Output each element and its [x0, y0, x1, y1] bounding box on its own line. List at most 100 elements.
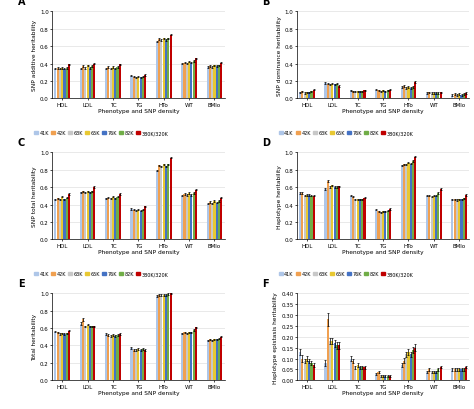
Bar [361, 92, 363, 99]
Bar [327, 319, 329, 380]
Bar [336, 188, 338, 240]
Bar [54, 70, 56, 99]
Bar [460, 96, 463, 99]
Y-axis label: SNP total heritability: SNP total heritability [32, 166, 37, 227]
Bar [181, 333, 183, 380]
Bar [188, 333, 190, 380]
Bar [375, 374, 377, 380]
Bar [458, 95, 460, 99]
Bar [313, 365, 315, 380]
Bar [456, 369, 458, 380]
Text: F: F [263, 279, 269, 288]
Bar [389, 209, 391, 240]
Bar [405, 89, 407, 99]
Bar [306, 359, 308, 380]
Bar [64, 200, 65, 240]
Bar [377, 372, 380, 380]
Bar [192, 330, 195, 380]
Bar [109, 336, 112, 380]
Bar [456, 96, 458, 99]
Bar [216, 339, 218, 380]
Bar [355, 367, 356, 380]
Bar [465, 196, 467, 240]
Bar [338, 187, 340, 240]
Bar [86, 325, 89, 380]
Bar [93, 64, 95, 99]
Bar [91, 67, 93, 99]
Bar [66, 198, 68, 240]
Bar [324, 363, 327, 380]
Bar [209, 202, 211, 240]
Bar [142, 210, 144, 240]
Bar [463, 199, 465, 240]
Bar [135, 350, 137, 380]
Bar [170, 36, 172, 99]
Bar [460, 369, 463, 380]
Bar [142, 77, 144, 99]
Legend: 41K, 42K, 63K, 65K, 76K, 82K, 380K/320K: 41K, 42K, 63K, 65K, 76K, 82K, 380K/320K [34, 272, 169, 276]
Bar [56, 69, 59, 99]
Bar [410, 164, 412, 240]
Bar [114, 70, 116, 99]
Bar [301, 194, 303, 240]
Bar [59, 70, 61, 99]
X-axis label: Phenotype and SNP density: Phenotype and SNP density [98, 390, 179, 395]
Bar [137, 349, 139, 380]
Bar [218, 202, 220, 240]
Bar [220, 198, 222, 240]
Bar [324, 189, 327, 240]
Bar [414, 157, 416, 240]
Bar [454, 95, 456, 99]
Bar [463, 369, 465, 380]
Bar [463, 95, 465, 99]
Bar [414, 348, 416, 380]
Bar [334, 188, 336, 240]
Legend: 41K, 42K, 63K, 65K, 76K, 82K, 380K/320K: 41K, 42K, 63K, 65K, 76K, 82K, 380K/320K [279, 131, 413, 136]
Bar [451, 369, 454, 380]
Bar [410, 354, 412, 380]
Bar [377, 91, 380, 99]
Bar [130, 348, 133, 380]
Bar [165, 167, 167, 240]
Bar [192, 194, 195, 240]
Bar [303, 196, 306, 240]
Bar [306, 196, 308, 240]
Bar [117, 335, 118, 380]
Bar [188, 63, 190, 99]
Bar [183, 195, 186, 240]
Bar [89, 69, 91, 99]
Bar [440, 93, 442, 99]
Bar [430, 372, 433, 380]
Bar [186, 196, 188, 240]
Bar [329, 188, 331, 240]
Bar [430, 94, 433, 99]
Bar [355, 200, 356, 240]
Bar [350, 359, 352, 380]
Bar [142, 349, 144, 380]
Bar [163, 39, 165, 99]
Bar [299, 194, 301, 240]
Bar [209, 67, 211, 99]
Bar [336, 84, 338, 99]
Bar [211, 204, 213, 240]
Bar [137, 77, 139, 99]
Bar [310, 196, 312, 240]
Bar [403, 165, 405, 240]
Bar [313, 196, 315, 240]
Bar [158, 295, 160, 380]
Bar [114, 199, 116, 240]
Bar [68, 195, 70, 240]
Bar [329, 85, 331, 99]
Bar [435, 196, 437, 240]
Bar [303, 94, 306, 99]
Bar [186, 333, 188, 380]
Bar [170, 294, 172, 380]
Bar [382, 91, 384, 99]
Bar [61, 69, 63, 99]
Text: A: A [18, 0, 25, 7]
Bar [313, 90, 315, 99]
Bar [350, 91, 352, 99]
Bar [82, 192, 84, 240]
Bar [112, 197, 114, 240]
Bar [303, 361, 306, 380]
